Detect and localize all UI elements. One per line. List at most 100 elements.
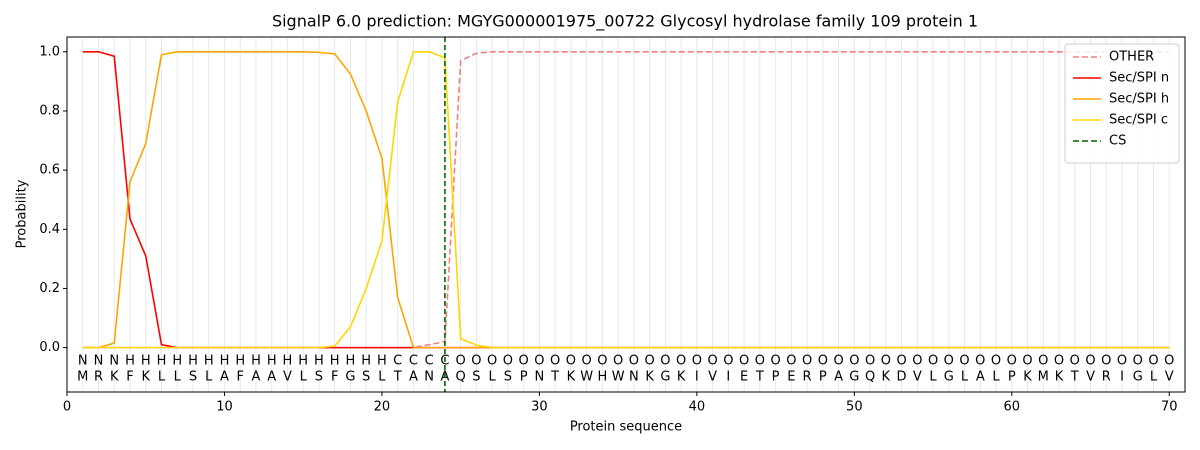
residue-label: V <box>1086 370 1095 385</box>
residue-label: P <box>1008 370 1016 385</box>
region-label: H <box>251 354 261 369</box>
residue-label: A <box>409 370 418 385</box>
residue-label: T <box>550 370 559 385</box>
residue-label: S <box>504 370 512 385</box>
y-tick-label: 0.6 <box>39 163 60 178</box>
residue-label: V <box>708 370 717 385</box>
region-label: H <box>172 354 182 369</box>
legend-label: Sec/SPI h <box>1109 92 1169 107</box>
axes-frame <box>66 36 1186 393</box>
residue-label: W <box>612 370 625 385</box>
region-label: O <box>833 354 843 369</box>
region-label: O <box>1038 354 1048 369</box>
region-label: O <box>723 354 733 369</box>
x-tick-label: 20 <box>374 400 391 415</box>
region-label: O <box>818 354 828 369</box>
region-label: C <box>409 354 418 369</box>
residue-label: R <box>803 370 812 385</box>
series-line <box>82 50 1170 349</box>
residue-label: R <box>1102 370 1111 385</box>
residue-label: A <box>976 370 985 385</box>
region-label: O <box>786 354 796 369</box>
residue-label: L <box>300 370 308 385</box>
region-label: H <box>377 354 387 369</box>
region-label: C <box>393 354 402 369</box>
region-label: O <box>1022 354 1032 369</box>
x-tick-label: 60 <box>1004 400 1021 415</box>
residue-label: T <box>393 370 402 385</box>
region-label: O <box>1133 354 1143 369</box>
residue-label: K <box>110 370 119 385</box>
region-label: N <box>109 354 119 369</box>
region-label: H <box>125 354 135 369</box>
region-label: O <box>660 354 670 369</box>
residue-label: S <box>189 370 197 385</box>
y-tick-label: 0.0 <box>39 340 60 355</box>
region-label: O <box>582 354 592 369</box>
residue-label: L <box>489 370 497 385</box>
region-label: H <box>204 354 214 369</box>
region-label: O <box>456 354 466 369</box>
residue-label: L <box>992 370 1000 385</box>
region-label: O <box>629 354 639 369</box>
region-label: O <box>975 354 985 369</box>
legend-box <box>1064 43 1180 164</box>
residue-label: K <box>882 370 891 385</box>
residue-label: A <box>252 370 261 385</box>
residue-label: P <box>772 370 780 385</box>
region-label: O <box>912 354 922 369</box>
residue-label: Q <box>456 370 466 385</box>
residue-label: E <box>787 370 795 385</box>
residue-label: N <box>424 370 434 385</box>
region-label: H <box>220 354 230 369</box>
residue-label: K <box>677 370 686 385</box>
region-label: O <box>707 354 717 369</box>
residue-label: M <box>1038 370 1049 385</box>
residue-label: V <box>283 370 292 385</box>
region-label: H <box>141 354 151 369</box>
region-label: O <box>739 354 749 369</box>
region-label: O <box>471 354 481 369</box>
region-label: H <box>314 354 324 369</box>
region-label: O <box>1117 354 1127 369</box>
legend-label: Sec/SPI n <box>1109 71 1169 86</box>
residue-label: K <box>1055 370 1064 385</box>
residue-label: L <box>929 370 937 385</box>
region-label: O <box>1007 354 1017 369</box>
region-label: H <box>267 354 277 369</box>
residue-label: I <box>695 370 699 385</box>
region-label: O <box>1164 354 1174 369</box>
region-label: O <box>865 354 875 369</box>
series-line <box>82 50 1170 349</box>
region-label: O <box>597 354 607 369</box>
y-tick-label: 0.4 <box>39 222 60 237</box>
region-label: O <box>503 354 513 369</box>
residue-label: S <box>315 370 323 385</box>
y-axis-label: Probability <box>15 179 30 248</box>
residue-label: D <box>897 370 907 385</box>
region-label: N <box>94 354 104 369</box>
region-label: O <box>849 354 859 369</box>
residue-label: Q <box>865 370 875 385</box>
region-label: O <box>1148 354 1158 369</box>
residue-label: F <box>236 370 243 385</box>
region-label: O <box>1054 354 1064 369</box>
region-label: O <box>645 354 655 369</box>
residue-label: G <box>944 370 954 385</box>
region-label: O <box>1101 354 1111 369</box>
region-label: H <box>188 354 198 369</box>
y-tick-label: 0.8 <box>39 103 60 118</box>
region-label: O <box>534 354 544 369</box>
region-label: O <box>896 354 906 369</box>
region-label: O <box>991 354 1001 369</box>
residue-label: A <box>220 370 229 385</box>
region-label: O <box>550 354 560 369</box>
residue-label: L <box>158 370 166 385</box>
legend-label: Sec/SPI c <box>1109 113 1168 128</box>
region-label: O <box>802 354 812 369</box>
region-label: O <box>566 354 576 369</box>
residue-label: P <box>520 370 528 385</box>
residue-label: K <box>1023 370 1032 385</box>
region-label: O <box>944 354 954 369</box>
